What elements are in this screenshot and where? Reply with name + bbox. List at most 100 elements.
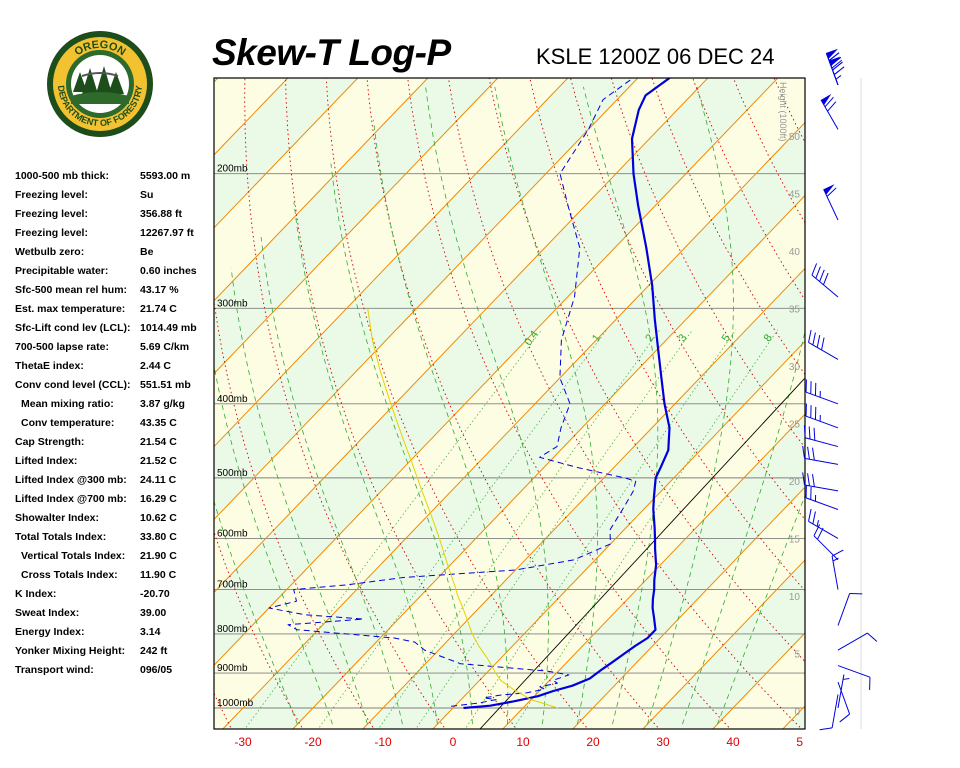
index-row: Showalter Index: 10.62 C	[15, 512, 215, 531]
wind-barb	[837, 593, 863, 626]
height-tick-label: 25	[789, 420, 801, 431]
axis-labels: 0.4 1 2 3 5 8200mb300mb400mb500mb600mb700mb80…	[217, 82, 803, 749]
wind-barb	[831, 549, 844, 590]
index-label: Cap Strength:	[15, 436, 85, 448]
wind-barb-staff	[804, 457, 839, 465]
index-row: Yonker Mixing Height: 242 ft	[15, 645, 215, 664]
wind-barb-feather	[817, 527, 824, 540]
index-row: Energy Index: 3.14	[15, 626, 215, 645]
isotherm-line	[214, 78, 709, 594]
wind-barb-staff	[805, 415, 839, 429]
wind-barb-staff	[805, 391, 839, 405]
dry-adiabat	[870, 0, 960, 727]
index-label: Sfc-Lift cond lev (LCL):	[15, 322, 131, 334]
parcel-trace	[367, 308, 559, 709]
index-row: ThetaE index: 2.44 C	[15, 360, 215, 379]
height-tick-label: 20	[789, 477, 801, 488]
wind-barb	[823, 184, 839, 221]
wind-barb-feather	[816, 334, 821, 348]
height-tick-label: 5	[794, 650, 800, 661]
dry-adiabat	[214, 692, 232, 728]
index-value: 16.29 C	[140, 493, 177, 505]
mixing-ratio-line	[379, 329, 661, 728]
index-label: Est. max temperature:	[15, 303, 126, 315]
index-value: 21.54 C	[140, 436, 177, 448]
temperature-tick-label: -20	[304, 735, 322, 749]
wind-barb	[837, 681, 851, 723]
index-value: 356.88 ft	[140, 208, 183, 220]
mixing-ratio-line	[319, 329, 607, 728]
wind-barb-feather	[807, 446, 810, 460]
index-label: Sfc-500 mean rel hum:	[15, 284, 128, 296]
index-row: Sweat Index: 39.00	[15, 607, 215, 626]
isotherm-line	[214, 78, 359, 229]
index-row: Freezing level: 356.88 ft	[15, 208, 215, 227]
wind-barb-feather	[819, 269, 825, 282]
mixing-ratio-label: 5	[720, 332, 733, 344]
index-label: Conv cond level (CCL):	[15, 379, 131, 391]
wind-barb	[825, 48, 843, 86]
moist-adiabat	[214, 363, 333, 725]
mixing-ratio-label: 3	[676, 332, 689, 344]
index-value: -20.70	[140, 588, 170, 600]
wind-barb-feather	[803, 425, 806, 438]
moist-adiabat	[230, 268, 368, 725]
moist-adiabat	[293, 202, 438, 725]
moist-adiabat	[373, 119, 509, 725]
dry-adiabat	[943, 0, 960, 727]
wind-barb-flag	[823, 184, 835, 195]
wind-barb-feather	[811, 263, 818, 276]
wind-barb	[820, 93, 839, 130]
index-value: 551.51 mb	[140, 379, 191, 391]
wind-barb-feather	[813, 427, 816, 441]
index-row: Total Totals Index: 33.80 C	[15, 531, 215, 550]
index-value: 2.44 C	[140, 360, 171, 372]
wind-barb-staff	[808, 342, 839, 360]
index-label: Freezing level:	[15, 227, 88, 239]
dry-adiabat	[366, 78, 658, 728]
index-row: Wetbulb zero: Be	[15, 246, 215, 265]
logo-top-text: OREGON	[72, 39, 127, 59]
index-label: Mean mixing ratio:	[21, 398, 114, 410]
index-row: Sfc-500 mean rel hum: 43.17 %	[15, 284, 215, 303]
index-label: Yonker Mixing Height:	[15, 645, 126, 657]
isotherm-line	[292, 194, 805, 729]
station-time-label: KSLE 1200Z 06 DEC 24	[536, 44, 775, 69]
temperature-band	[0, 78, 8, 729]
index-row: Sfc-Lift cond lev (LCL): 1014.49 mb	[15, 322, 215, 341]
wind-barb-feather	[831, 549, 844, 557]
wind-barb	[808, 329, 839, 360]
wind-barb-feather	[807, 473, 810, 486]
height-tick-label: 0	[794, 707, 800, 718]
index-label: Energy Index:	[15, 626, 85, 638]
height-tick-label: 30	[789, 362, 801, 373]
wind-barb-feather	[822, 272, 829, 285]
wind-barb-feather	[839, 713, 850, 723]
wind-barb	[805, 485, 839, 510]
index-label: 700-500 lapse rate:	[15, 341, 109, 353]
wind-barb	[813, 524, 839, 561]
height-tick-label: 40	[789, 247, 801, 258]
height-axis-label: Height (1000ft)	[778, 82, 788, 142]
wind-barb	[811, 263, 839, 298]
pressure-label: 600mb	[217, 528, 248, 539]
index-row: Lifted Index: 21.52 C	[15, 455, 215, 474]
wind-barb-half-feather	[833, 70, 840, 76]
wind-barb-feather	[867, 632, 878, 642]
wind-barb-feather	[832, 61, 843, 71]
wind-barb-staff	[831, 556, 839, 590]
wind-barb-feather	[812, 474, 815, 487]
index-value: 096/05	[140, 664, 173, 676]
wind-barb-staff	[820, 99, 839, 130]
index-row: Lifted Index @300 mb: 24.11 C	[15, 474, 215, 493]
dry-adiabat	[834, 0, 960, 727]
index-value: 21.52 C	[140, 455, 177, 467]
index-value: 21.74 C	[140, 303, 177, 315]
moist-adiabat	[260, 236, 403, 725]
pressure-label: 1000mb	[217, 698, 254, 709]
index-row: Conv cond level (CCL): 551.51 mb	[15, 379, 215, 398]
temperature-tick-label: 5	[796, 735, 803, 749]
index-row: 700-500 lapse rate: 5.69 C/km	[15, 341, 215, 360]
index-row: Conv temperature: 43.35 C	[15, 417, 215, 436]
oregon-forestry-logo: OREGON DEPARTMENT OF FORESTRY	[46, 30, 154, 138]
